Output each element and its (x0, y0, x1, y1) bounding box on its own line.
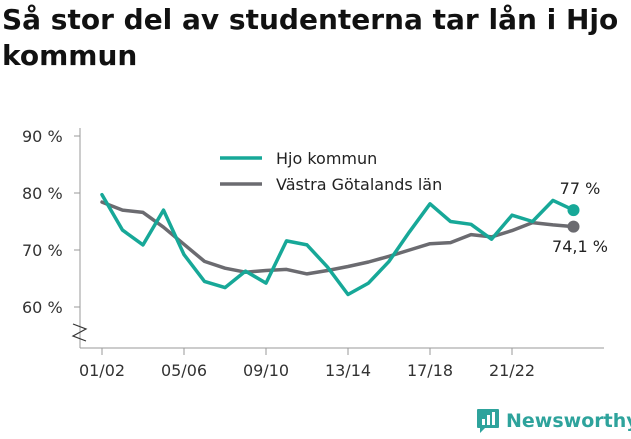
y-tick-label: 70 % (22, 241, 63, 260)
newsworthy-chat-icon (477, 409, 499, 433)
vastra-gotaland-end-label: 74,1 % (552, 237, 608, 256)
x-tick-label: 21/22 (489, 361, 535, 380)
y-tick-label: 80 % (22, 184, 63, 203)
line-chart: 60 % 70 % 80 % 90 % 01/02 05/06 09/10 13/14 17/… (22, 127, 608, 380)
x-tick-label: 09/10 (243, 361, 289, 380)
legend: Hjo kommun Västra Götalands län (220, 149, 442, 194)
legend-vastra-gotaland-label: Västra Götalands län (276, 175, 442, 194)
axis-break-icon (71, 323, 88, 342)
end-labels: 77 % 74,1 % (552, 179, 608, 256)
x-tick-label: 01/02 (79, 361, 125, 380)
x-tick-label: 13/14 (325, 361, 371, 380)
x-axis: 01/02 05/06 09/10 13/14 17/18 21/22 (79, 347, 604, 380)
y-tick-label: 90 % (22, 127, 63, 146)
brand-name: Newsworthy (506, 410, 631, 432)
series-lines (100, 192, 580, 297)
hjo-kommun-end-label: 77 % (560, 179, 601, 198)
chart-title: Så stor del av studenterna tar lån i Hjo… (2, 3, 619, 72)
hjo-kommun-line (100, 192, 576, 297)
legend-hjo-kommun-label: Hjo kommun (276, 149, 377, 168)
y-tick-label: 60 % (22, 298, 63, 317)
x-tick-label: 17/18 (407, 361, 453, 380)
hjo-kommun-end-point (567, 204, 580, 217)
vastra-gotaland-line (100, 200, 576, 276)
y-axis: 60 % 70 % 80 % 90 % (22, 127, 88, 348)
newsworthy-logo: Newsworthy (476, 408, 631, 434)
vastra-gotaland-end-point (567, 220, 580, 233)
x-tick-label: 05/06 (161, 361, 207, 380)
